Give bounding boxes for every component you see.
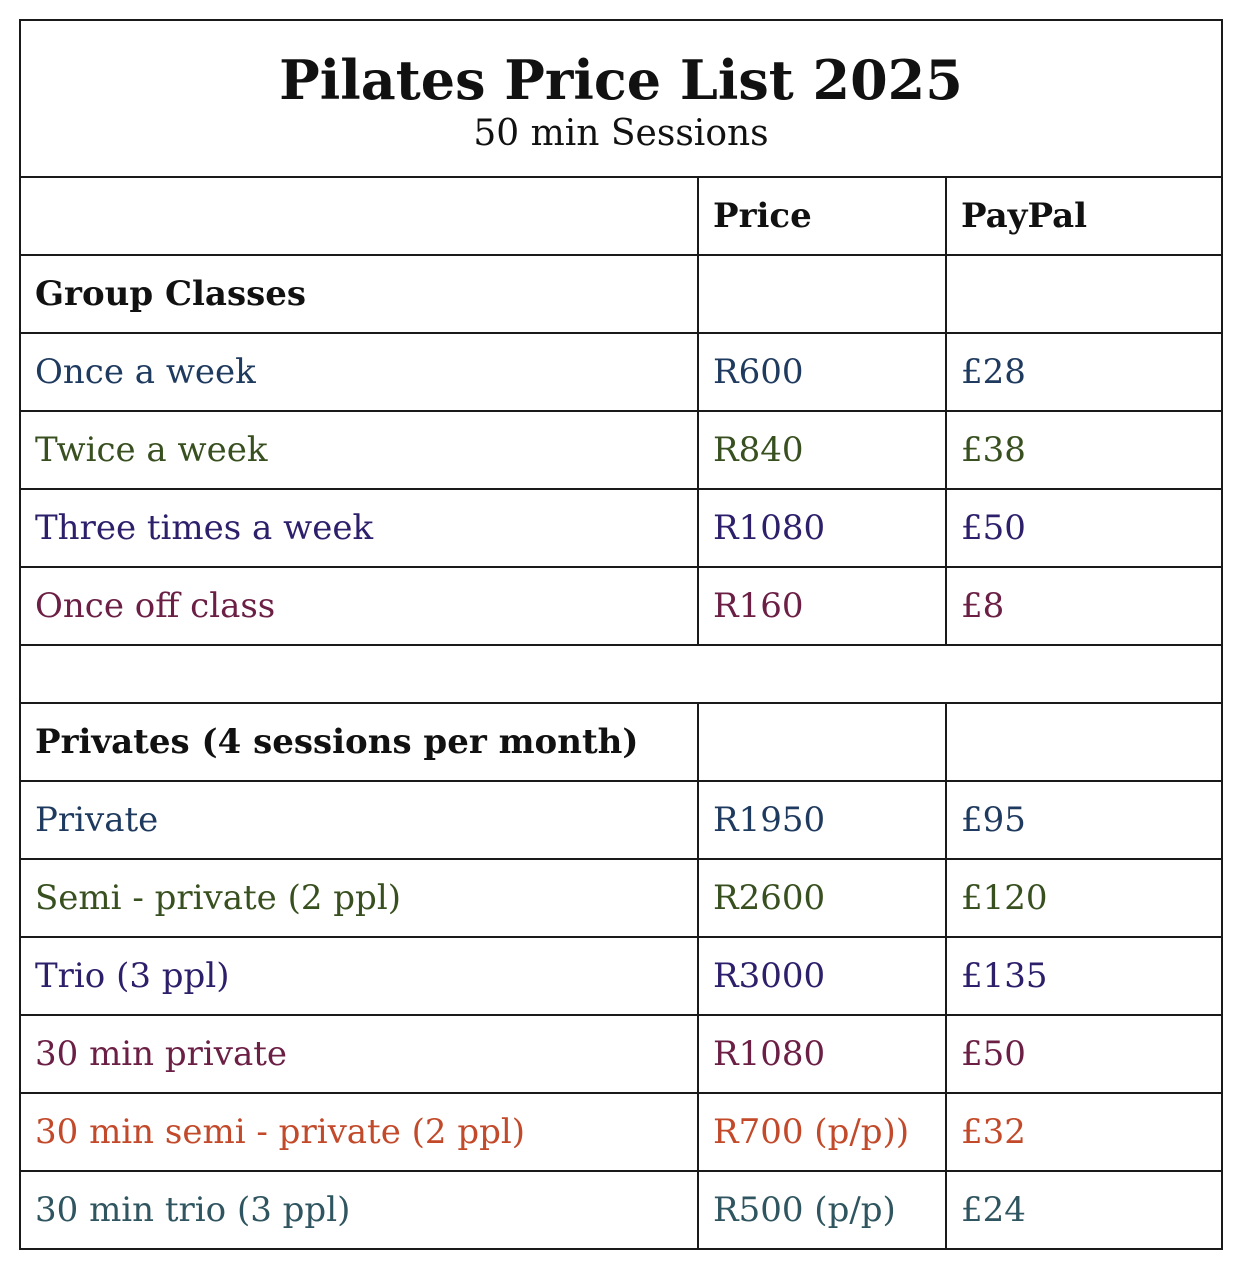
- row-price: R160: [697, 566, 947, 646]
- price-row: Three times a week R1080 £50: [19, 488, 1224, 568]
- row-paypal: £8: [944, 566, 1224, 646]
- section-row-group: Group Classes: [19, 254, 1224, 334]
- row-price: R3000: [697, 936, 947, 1016]
- row-name: Private: [19, 780, 699, 860]
- spacer-row: [18, 644, 1224, 704]
- section-row-privates: Privates (4 sessions per month): [19, 702, 1224, 782]
- row-name: Once a week: [19, 332, 699, 412]
- empty-cell: [944, 254, 1224, 334]
- row-price: R600: [697, 332, 947, 412]
- row-name: 30 min semi - private (2 ppl): [19, 1092, 699, 1172]
- row-name: Three times a week: [19, 488, 699, 568]
- row-price: R1080: [697, 1014, 947, 1094]
- section-title-privates: Privates (4 sessions per month): [19, 702, 699, 782]
- row-name: Once off class: [19, 566, 699, 646]
- row-paypal: £28: [944, 332, 1224, 412]
- row-paypal: £135: [944, 936, 1224, 1016]
- header-price: Price: [697, 176, 947, 256]
- row-price: R2600: [697, 858, 947, 938]
- empty-cell: [697, 702, 947, 782]
- empty-cell: [697, 254, 947, 334]
- price-row: 30 min private R1080 £50: [19, 1014, 1224, 1094]
- row-paypal: £120: [944, 858, 1224, 938]
- row-name: Semi - private (2 ppl): [19, 858, 699, 938]
- header-row: Price PayPal: [19, 176, 1224, 256]
- price-row: Semi - private (2 ppl) R2600 £120: [19, 858, 1224, 938]
- row-paypal: £95: [944, 780, 1224, 860]
- row-price: R700 (p/p)): [697, 1092, 947, 1172]
- page-subtitle: 50 min Sessions: [473, 112, 769, 154]
- privates-rows: Private R1950 £95 Semi - private (2 ppl) R26…: [19, 780, 1224, 1250]
- row-name: 30 min private: [19, 1014, 699, 1094]
- price-row: Once off class R160 £8: [19, 566, 1224, 646]
- row-paypal: £38: [944, 410, 1224, 490]
- price-row: 30 min semi - private (2 ppl) R700 (p/p))…: [19, 1092, 1224, 1172]
- section-title-group: Group Classes: [19, 254, 699, 334]
- spacer-cell: [18, 644, 1224, 704]
- empty-cell: [944, 702, 1224, 782]
- row-paypal: £50: [944, 488, 1224, 568]
- row-price: R500 (p/p): [697, 1170, 947, 1250]
- row-name: Trio (3 ppl): [19, 936, 699, 1016]
- price-row: Once a week R600 £28: [19, 332, 1224, 412]
- price-row: Trio (3 ppl) R3000 £135: [19, 936, 1224, 1016]
- price-table: Pilates Price List 2025 50 min Sessions …: [18, 19, 1224, 1250]
- row-paypal: £24: [944, 1170, 1224, 1250]
- title-row: Pilates Price List 2025 50 min Sessions: [18, 19, 1224, 178]
- row-price: R1080: [697, 488, 947, 568]
- row-price: R840: [697, 410, 947, 490]
- price-row: 30 min trio (3 ppl) R500 (p/p) £24: [19, 1170, 1224, 1250]
- page-title: Pilates Price List 2025: [279, 47, 963, 112]
- header-paypal: PayPal: [944, 176, 1224, 256]
- row-name: 30 min trio (3 ppl): [19, 1170, 699, 1250]
- header-blank: [19, 176, 699, 256]
- price-row: Private R1950 £95: [19, 780, 1224, 860]
- row-paypal: £50: [944, 1014, 1224, 1094]
- row-price: R1950: [697, 780, 947, 860]
- price-row: Twice a week R840 £38: [19, 410, 1224, 490]
- row-name: Twice a week: [19, 410, 699, 490]
- title-cell: Pilates Price List 2025 50 min Sessions: [18, 19, 1224, 178]
- group-rows: Once a week R600 £28 Twice a week R840 £38 Thr…: [19, 332, 1224, 646]
- row-paypal: £32: [944, 1092, 1224, 1172]
